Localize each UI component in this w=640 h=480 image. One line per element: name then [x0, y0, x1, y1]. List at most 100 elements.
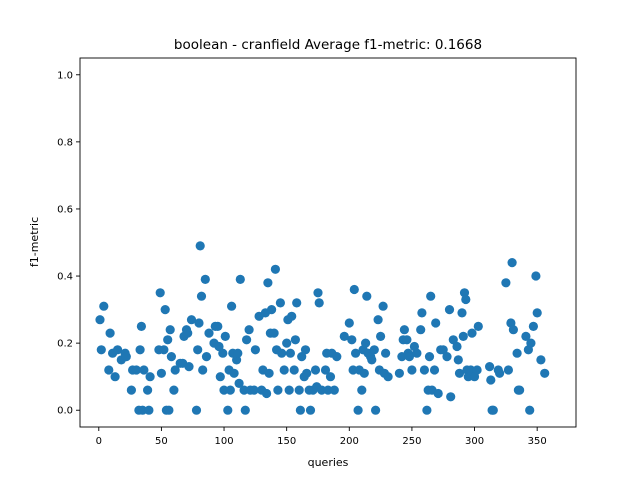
data-point — [163, 335, 173, 345]
data-point — [429, 365, 440, 375]
data-point — [310, 365, 321, 375]
data-point — [501, 278, 511, 288]
data-point — [507, 258, 517, 268]
data-point — [419, 365, 429, 375]
data-point — [424, 352, 435, 362]
data-point — [488, 405, 498, 415]
data-point — [376, 331, 386, 341]
data-point — [381, 348, 391, 358]
data-point — [359, 368, 369, 378]
data-point — [473, 321, 483, 331]
data-point — [461, 294, 471, 305]
data-point — [339, 331, 349, 341]
data-point — [287, 311, 297, 321]
data-point — [371, 405, 381, 415]
data-point — [164, 405, 174, 415]
data-point — [218, 348, 228, 358]
data-point — [215, 372, 225, 382]
plot-frame — [79, 57, 577, 428]
x-tick-label: 150 — [277, 436, 296, 447]
data-point — [234, 378, 244, 388]
y-tick-label: 0.2 — [57, 339, 73, 350]
data-point — [138, 405, 148, 415]
data-point — [126, 385, 136, 395]
data-point — [515, 385, 525, 395]
data-point — [131, 365, 141, 375]
axes: 0 50 100 150 200 250 300 350 0.0 0.2 0.4 0.6 0.8 1.0 — [57, 57, 577, 447]
data-point — [454, 368, 465, 378]
data-point — [250, 345, 260, 355]
data-point — [503, 365, 513, 375]
data-point — [407, 365, 417, 375]
data-point — [270, 264, 280, 274]
data-point — [300, 345, 311, 355]
data-point — [144, 405, 154, 415]
data-point — [240, 405, 250, 415]
data-point — [472, 365, 482, 375]
data-point — [275, 298, 285, 308]
data-point — [367, 355, 377, 365]
y-axis-label: f1-metric — [28, 217, 41, 267]
data-point — [536, 355, 546, 365]
data-point — [198, 365, 208, 375]
data-point — [194, 318, 204, 328]
data-point — [361, 338, 371, 348]
data-point — [213, 321, 223, 331]
data-point — [394, 368, 404, 378]
data-point — [229, 368, 239, 378]
y-tick-label: 1.0 — [57, 70, 73, 81]
data-point — [320, 365, 331, 375]
data-point — [264, 368, 274, 378]
data-point — [244, 325, 254, 335]
data-point — [105, 328, 115, 338]
data-point — [223, 405, 233, 415]
data-point — [169, 385, 179, 395]
data-point — [528, 321, 539, 331]
data-point — [220, 331, 230, 341]
data-point — [269, 328, 279, 338]
x-tick-label: 100 — [214, 436, 233, 447]
data-point — [277, 348, 287, 358]
data-point — [457, 308, 467, 318]
data-point — [323, 385, 333, 395]
data-point — [262, 388, 272, 399]
data-point — [99, 301, 109, 311]
data-point — [285, 348, 295, 358]
y-tick-label: 0.0 — [57, 406, 73, 417]
data-point — [357, 385, 367, 395]
data-point — [184, 362, 194, 372]
data-point — [521, 331, 531, 341]
data-point — [317, 385, 327, 395]
data-point — [325, 372, 336, 382]
data-point — [431, 318, 441, 328]
x-tick-label: 0 — [96, 436, 102, 447]
data-point — [332, 352, 342, 362]
data-point — [290, 335, 300, 345]
data-point — [433, 388, 443, 399]
data-point — [297, 352, 307, 362]
data-point — [344, 318, 354, 328]
data-point — [417, 308, 427, 318]
data-point — [201, 352, 212, 362]
data-point — [110, 372, 120, 382]
data-point — [249, 385, 259, 395]
data-point — [458, 331, 468, 341]
data-point — [227, 301, 237, 311]
data-point — [284, 385, 294, 395]
data-point — [453, 355, 463, 365]
data-point — [214, 341, 224, 352]
x-tick-label: 50 — [155, 436, 168, 447]
data-point — [412, 348, 422, 358]
data-point — [139, 365, 149, 375]
data-point — [444, 305, 455, 315]
data-point — [191, 405, 202, 415]
x-tick-label: 300 — [465, 436, 484, 447]
chart-title: boolean - cranfield Average f1-metric: 0… — [174, 37, 482, 53]
data-point — [314, 298, 324, 308]
data-point — [383, 372, 393, 382]
data-point — [446, 392, 456, 402]
data-point — [263, 278, 273, 288]
data-point — [295, 405, 305, 415]
